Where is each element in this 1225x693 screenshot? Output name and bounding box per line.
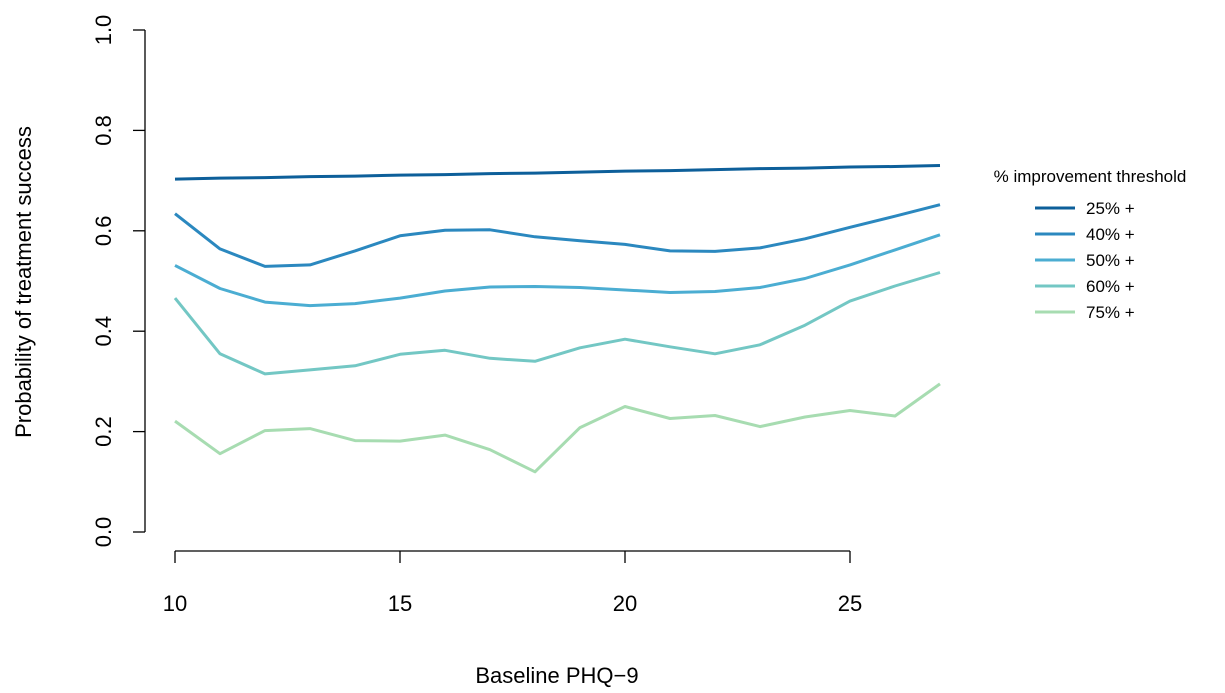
series-line-4 (173, 271, 941, 376)
x-tick-label: 15 (388, 591, 412, 616)
legend-label: 75% + (1086, 303, 1135, 322)
y-tick-label: 1.0 (91, 15, 116, 46)
legend-label: 50% + (1086, 251, 1135, 270)
legend-label: 40% + (1086, 225, 1135, 244)
x-tick-label: 25 (838, 591, 862, 616)
x-axis-title: Baseline PHQ−9 (475, 663, 638, 688)
y-axis: 0.0 0.2 0.4 0.6 0.8 1.0 (91, 15, 146, 548)
y-tick-label: 0.8 (91, 115, 116, 146)
y-tick-label: 0.0 (91, 517, 116, 548)
y-tick-label: 0.4 (91, 316, 116, 347)
series-lines (173, 164, 941, 474)
legend-label: 25% + (1086, 199, 1135, 218)
x-tick-label: 20 (613, 591, 637, 616)
x-tick-label: 10 (163, 591, 187, 616)
legend-label: 60% + (1086, 277, 1135, 296)
legend-title: % improvement threshold (994, 167, 1187, 186)
x-axis: 10 15 20 25 (163, 550, 862, 616)
series-line-2 (174, 203, 941, 268)
series-line-1 (174, 164, 941, 181)
legend: % improvement threshold 25% + 40% + 50% + 6… (994, 167, 1187, 322)
series-line-5 (174, 382, 941, 474)
series-line-3 (174, 233, 941, 308)
y-axis-title: Probability of treatment success (11, 126, 36, 438)
y-tick-label: 0.6 (91, 216, 116, 247)
y-tick-label: 0.2 (91, 416, 116, 447)
